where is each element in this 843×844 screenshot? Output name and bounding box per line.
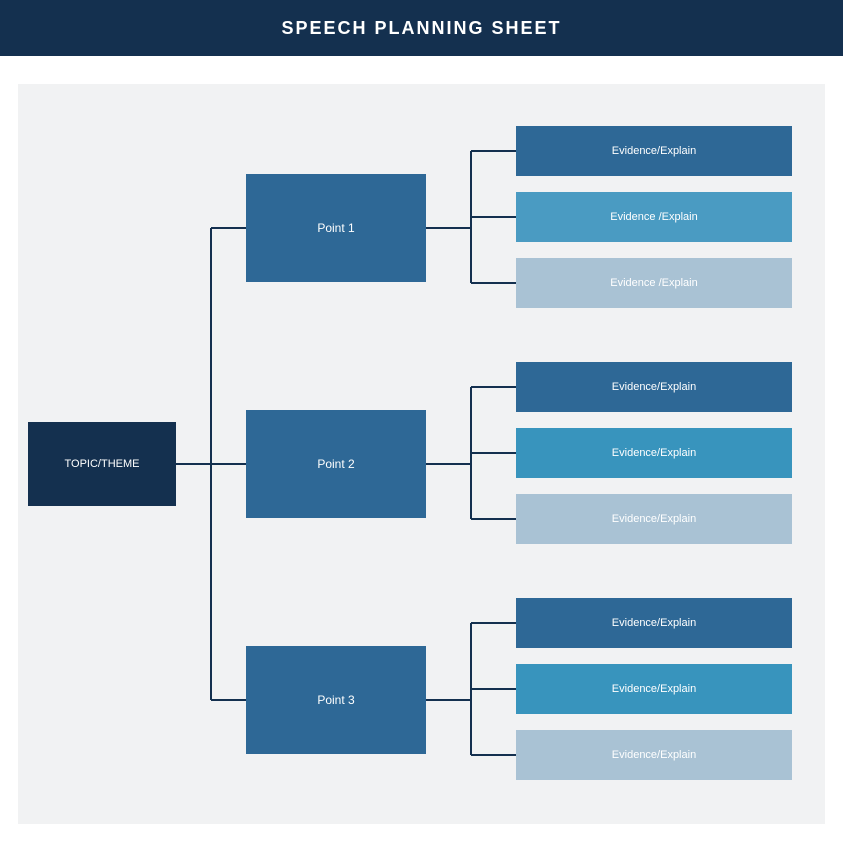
root-node-label: TOPIC/THEME [65,458,140,470]
evidence-node-1-2: Evidence /Explain [516,192,792,242]
point-node-2: Point 2 [246,410,426,518]
point-node-2-label: Point 2 [317,457,354,471]
point-node-3: Point 3 [246,646,426,754]
evidence-node-1-3: Evidence /Explain [516,258,792,308]
evidence-node-3-2: Evidence/Explain [516,664,792,714]
evidence-node-2-2-label: Evidence/Explain [612,447,696,459]
diagram-canvas: TOPIC/THEME Point 1 Evidence/Explain Eviden… [18,84,825,824]
point-node-3-label: Point 3 [317,693,354,707]
point-node-1: Point 1 [246,174,426,282]
evidence-node-1-2-label: Evidence /Explain [610,211,697,223]
evidence-node-1-1-label: Evidence/Explain [612,145,696,157]
evidence-node-3-3-label: Evidence/Explain [612,749,696,761]
root-node: TOPIC/THEME [28,422,176,506]
evidence-node-2-2: Evidence/Explain [516,428,792,478]
page-title: SPEECH PLANNING SHEET [281,18,561,39]
evidence-node-3-1-label: Evidence/Explain [612,617,696,629]
evidence-node-2-1-label: Evidence/Explain [612,381,696,393]
evidence-node-2-3-label: Evidence/Explain [612,513,696,525]
evidence-node-1-3-label: Evidence /Explain [610,277,697,289]
evidence-node-3-3: Evidence/Explain [516,730,792,780]
evidence-node-2-3: Evidence/Explain [516,494,792,544]
evidence-node-2-1: Evidence/Explain [516,362,792,412]
point-node-1-label: Point 1 [317,221,354,235]
evidence-node-1-1: Evidence/Explain [516,126,792,176]
page-header: SPEECH PLANNING SHEET [0,0,843,56]
evidence-node-3-1: Evidence/Explain [516,598,792,648]
evidence-node-3-2-label: Evidence/Explain [612,683,696,695]
